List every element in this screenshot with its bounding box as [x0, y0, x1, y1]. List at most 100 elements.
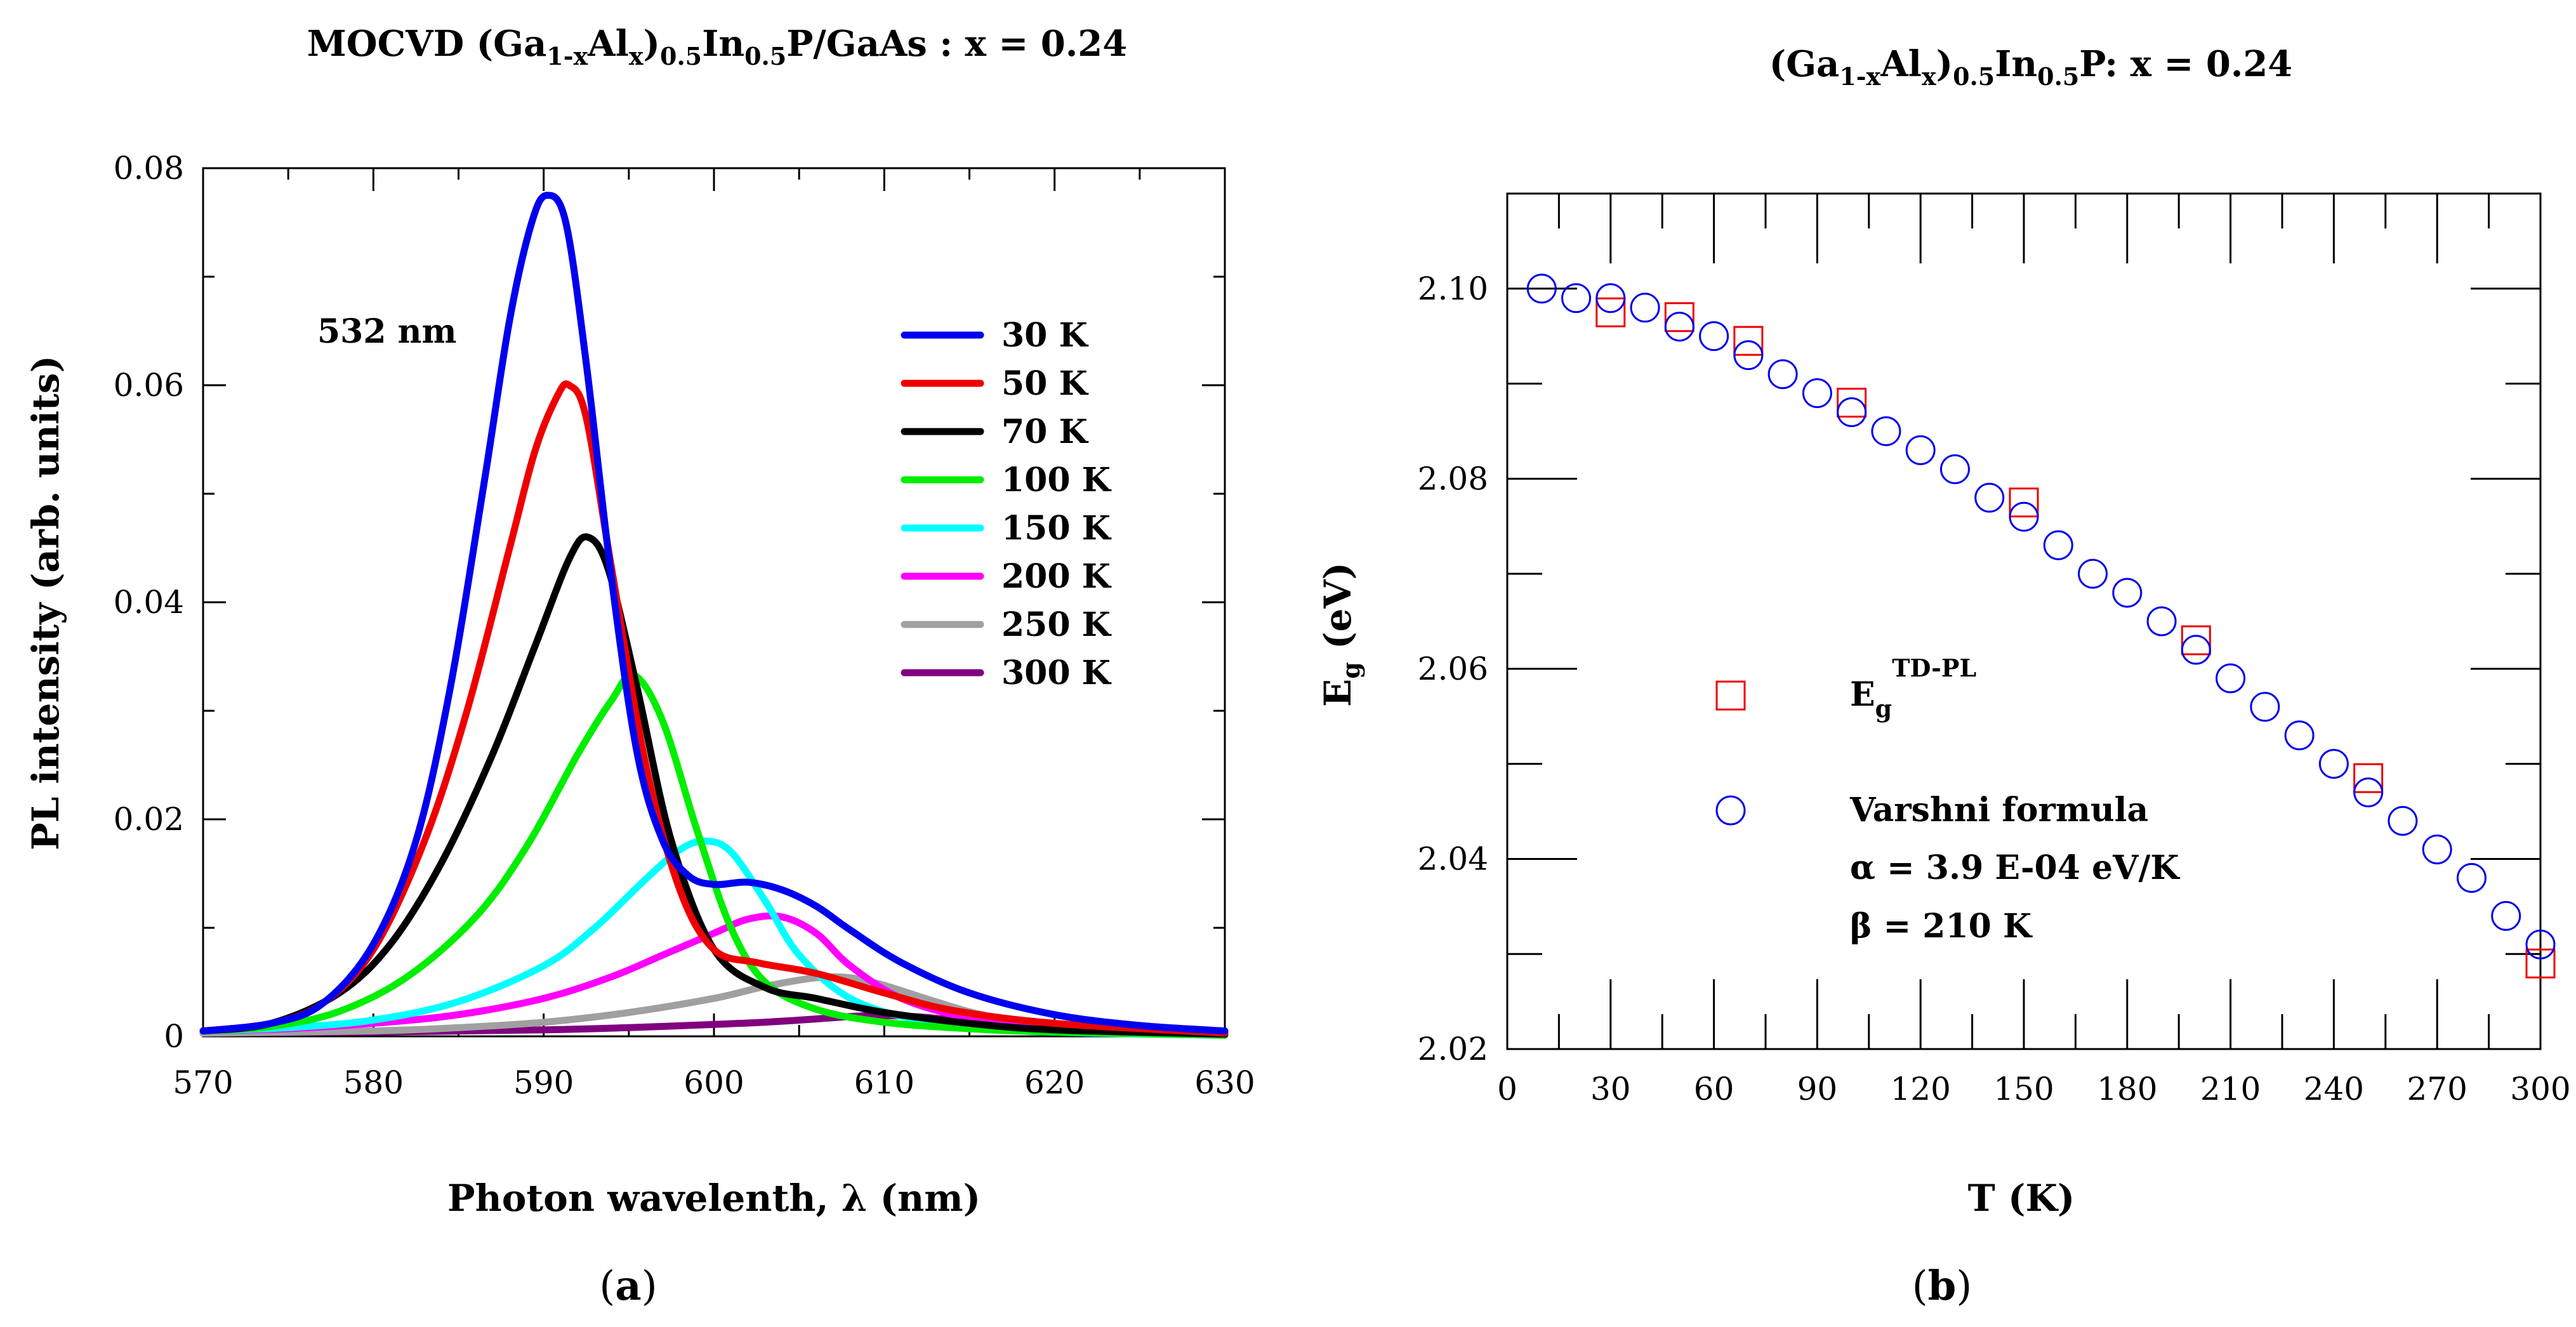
- tdpl-square-point: [1595, 297, 1626, 327]
- x-tick-label: 580: [343, 1064, 404, 1101]
- x-tick-label: 90: [1797, 1071, 1838, 1107]
- x-tick-label: 210: [2200, 1071, 2261, 1107]
- varshni-circle-point: [2284, 720, 2315, 751]
- panel-b-title: (Ga1-xAlx)0.5In0.5P: x = 0.24: [1769, 43, 2293, 91]
- x-tick-label: 600: [684, 1064, 744, 1101]
- x-tick-label: 180: [2097, 1071, 2157, 1107]
- varshni-circle-point: [1939, 454, 1970, 484]
- legend-circle-marker: [1715, 795, 1746, 826]
- legend-label: 300 K: [1001, 654, 1112, 692]
- legend-label: 150 K: [1001, 509, 1112, 548]
- varshni-circle-point: [2525, 929, 2556, 960]
- varshni-circle-point: [2456, 862, 2487, 893]
- tdpl-square-point: [1664, 302, 1694, 333]
- panel-a-title: MOCVD (Ga1-xAlx)0.5In0.5P/GaAs : x = 0.2…: [307, 23, 1127, 70]
- varshni-circle-point: [2146, 606, 2177, 637]
- legend-label: 100 K: [1001, 461, 1112, 499]
- varshni-circle-point: [2388, 806, 2418, 836]
- y-tick-label: 0: [164, 1018, 184, 1055]
- varshni-circle-point: [1905, 435, 1936, 465]
- varshni-circle-point: [1837, 397, 1867, 427]
- legend-label: 50 K: [1001, 364, 1088, 403]
- legend-label: 30 K: [1001, 316, 1088, 355]
- x-tick-label: 630: [1194, 1064, 1255, 1101]
- varshni-circle-point: [2009, 501, 2039, 532]
- x-tick-label: 30: [1590, 1071, 1631, 1107]
- varshni-beta-note: β = 210 K: [1850, 907, 2033, 946]
- panel-b-label: (b): [1912, 1262, 1972, 1310]
- legend-label: 70 K: [1001, 413, 1088, 451]
- varshni-circle-point: [2216, 663, 2246, 694]
- varshni-circle-point: [2078, 558, 2108, 589]
- y-tick-label: 2.06: [1418, 650, 1488, 687]
- varshni-circle-point: [1802, 378, 1832, 409]
- legend-square-marker: [1715, 680, 1746, 711]
- varshni-circle-point: [1974, 482, 2005, 513]
- panel-a-annotation-532nm: 532 nm: [317, 312, 456, 351]
- tdpl-square-point: [2009, 487, 2039, 518]
- y-tick-label: 2.04: [1418, 840, 1488, 877]
- tdpl-square-point: [2181, 625, 2211, 656]
- panel-a-x-axis-label: Photon wavelenth, λ (nm): [447, 1177, 981, 1220]
- x-tick-label: 270: [2407, 1071, 2467, 1107]
- varshni-circle-point: [2353, 777, 2384, 808]
- varshni-circle-point: [1733, 340, 1764, 371]
- panel-a-x-tick-labels: 570 580 590 600 610 620 630: [173, 1064, 1255, 1101]
- panel-a-tick-marks: [202, 167, 1226, 1038]
- panel-b-x-tick-labels: 0 30 60 90 120 150 180 210 240 270 300: [1497, 1071, 2571, 1107]
- x-tick-label: 150: [1993, 1071, 2054, 1107]
- varshni-alpha-note: α = 3.9 E-04 eV/K: [1850, 848, 2180, 887]
- varshni-circle-point: [2491, 901, 2521, 931]
- y-tick-label: 0.04: [114, 584, 184, 621]
- x-tick-label: 610: [854, 1064, 915, 1101]
- varshni-circle-point: [1699, 321, 1729, 352]
- panel-b-y-axis-label: Eg (eV): [1316, 562, 1365, 707]
- y-tick-label: 0.06: [114, 367, 184, 404]
- y-tick-label: 0.08: [114, 150, 184, 187]
- panel-b-y-tick-labels: 2.02 2.04 2.06 2.08 2.10: [1418, 270, 1488, 1067]
- y-tick-label: 2.02: [1418, 1031, 1488, 1067]
- varshni-circle-point: [1664, 312, 1694, 342]
- panel-a-label: (a): [599, 1262, 657, 1310]
- varshni-circle-point: [2112, 578, 2143, 608]
- legend-label: 250 K: [1001, 605, 1112, 644]
- x-tick-label: 300: [2510, 1071, 2570, 1107]
- series-line-30k: [199, 192, 1229, 1034]
- tdpl-square-point: [1837, 388, 1867, 418]
- legend-label: 200 K: [1001, 557, 1112, 596]
- varshni-circle-point: [2250, 692, 2280, 722]
- x-tick-label: 60: [1694, 1071, 1734, 1107]
- series-line-100k: [199, 671, 1229, 1039]
- varshni-circle-point: [1871, 416, 1901, 446]
- varshni-circle-point: [2181, 635, 2211, 665]
- varshni-circle-point: [1767, 359, 1798, 390]
- panel-b: (Ga1-xAlx)0.5In0.5P: x = 0.24 0 30 60 90 120…: [1316, 43, 2571, 1310]
- panel-a-legend: 30 K 50 K 70 K 100 K 150 K 200 K 250 K 300 K: [901, 316, 1112, 692]
- panel-a: MOCVD (Ga1-xAlx)0.5In0.5P/GaAs : x = 0.2…: [24, 23, 1255, 1310]
- varshni-circle-point: [2318, 749, 2349, 779]
- varshni-circle-point: [2043, 530, 2073, 560]
- x-tick-label: 240: [2304, 1071, 2364, 1107]
- panel-a-series-lines: [199, 192, 1229, 1039]
- panel-b-tick-marks: [1506, 194, 2542, 1050]
- varshni-circle-point: [1561, 283, 1592, 314]
- legend-eg-tdpl-label: EgTD-PL: [1850, 654, 1976, 723]
- panel-a-y-axis-label: PL intensity (arb. units): [24, 355, 67, 850]
- varshni-circle-point: [1630, 293, 1660, 323]
- y-tick-label: 2.08: [1418, 460, 1488, 497]
- tdpl-square-point: [2525, 948, 2556, 979]
- x-tick-label: 0: [1497, 1071, 1517, 1107]
- x-tick-label: 570: [173, 1064, 233, 1101]
- varshni-circle-point: [1595, 283, 1626, 314]
- panel-b-x-axis-label: T (K): [1968, 1177, 2075, 1220]
- panel-a-y-tick-labels: 0 0.02 0.04 0.06 0.08: [114, 150, 184, 1055]
- y-tick-label: 2.10: [1418, 270, 1488, 307]
- x-tick-label: 620: [1024, 1064, 1085, 1101]
- panel-b-markers: [1526, 274, 2556, 979]
- tdpl-square-point: [1733, 326, 1764, 356]
- x-tick-label: 590: [513, 1064, 574, 1101]
- varshni-circle-point: [1526, 274, 1557, 304]
- y-tick-label: 0.02: [114, 801, 184, 838]
- legend-varshni-label: Varshni formula: [1849, 791, 2148, 829]
